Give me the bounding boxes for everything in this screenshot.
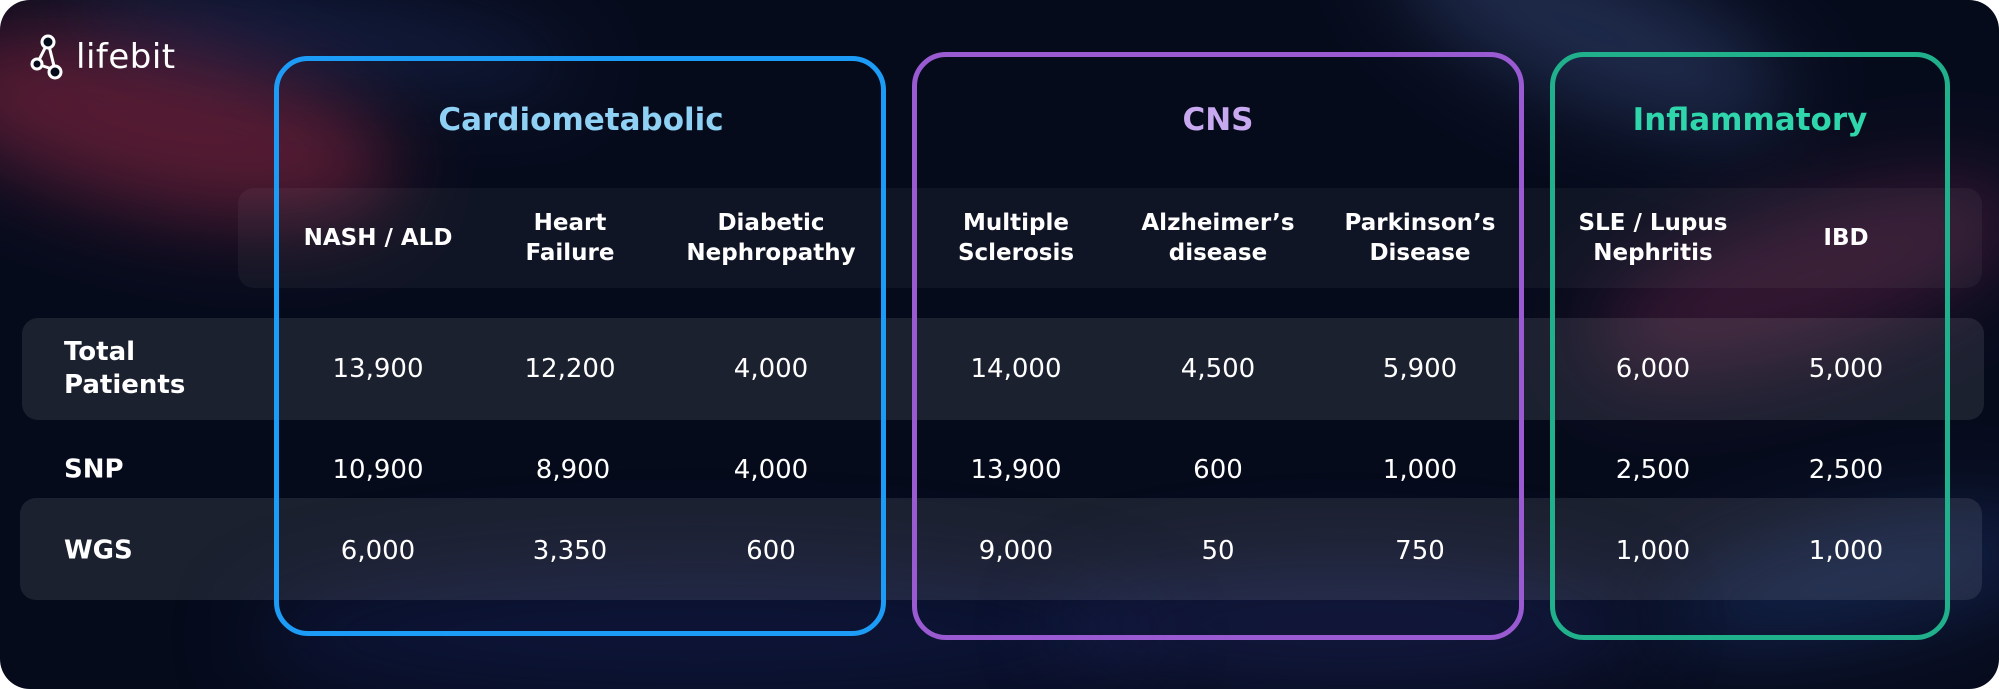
table-cell: 4,500	[1180, 354, 1256, 384]
table-cell: 14,000	[970, 354, 1062, 384]
table-cell: 13,900	[970, 455, 1062, 485]
group-title-cardiometabolic: Cardiometabolic	[438, 102, 724, 138]
column-header-band	[238, 188, 1982, 288]
cardiometabolic-group-frame	[274, 56, 886, 636]
table-cell: 2,500	[1808, 455, 1884, 485]
table-cell: 5,000	[1808, 354, 1884, 384]
table-cell: 6,000	[1615, 354, 1691, 384]
table-cell: 1,000	[1382, 455, 1458, 485]
table-cell: 4,000	[733, 354, 809, 384]
table-cell: 4,000	[733, 455, 809, 485]
table-cell: 750	[1395, 536, 1445, 566]
table-cell: 5,900	[1382, 354, 1458, 384]
column-header: IBD	[1823, 225, 1869, 251]
table-cell: 50	[1201, 536, 1235, 566]
table-cell: 1,000	[1808, 536, 1884, 566]
column-header: Parkinson’s Disease	[1344, 210, 1496, 266]
table-cell: 6,000	[340, 536, 416, 566]
table-cell: 8,900	[535, 455, 611, 485]
row-label-wgs: WGS	[64, 535, 133, 566]
table-cell: 10,900	[332, 455, 424, 485]
table-cell: 3,350	[532, 536, 608, 566]
column-header: Heart Failure	[525, 210, 615, 266]
column-header: Alzheimer’s disease	[1141, 210, 1295, 266]
column-header: NASH / ALD	[303, 225, 453, 251]
table-cell: 9,000	[978, 536, 1054, 566]
column-header: SLE / Lupus Nephritis	[1578, 210, 1728, 266]
column-header: Multiple Sclerosis	[957, 210, 1075, 266]
brand-name: lifebit	[76, 37, 176, 77]
table-cell: 1,000	[1615, 536, 1691, 566]
cns-group-frame	[912, 52, 1524, 640]
table-cell: 13,900	[332, 354, 424, 384]
table-cell: 2,500	[1615, 455, 1691, 485]
column-header: Diabetic Nephropathy	[686, 210, 856, 266]
table-cell: 600	[1193, 455, 1243, 485]
network-logo-icon	[30, 34, 63, 80]
total-patients-row-band	[22, 318, 1984, 420]
group-title-cns: CNS	[1182, 102, 1254, 138]
lifebit-logo: lifebit	[26, 32, 176, 82]
table-cell: 12,200	[524, 354, 616, 384]
group-title-inflammatory: Inflammatory	[1632, 102, 1868, 138]
table-cell: 600	[746, 536, 796, 566]
row-label-snp: SNP	[64, 454, 124, 485]
row-label-total-patients: Total Patients	[64, 337, 186, 400]
inflammatory-group-frame	[1550, 52, 1950, 640]
wgs-row-band	[20, 498, 1982, 600]
